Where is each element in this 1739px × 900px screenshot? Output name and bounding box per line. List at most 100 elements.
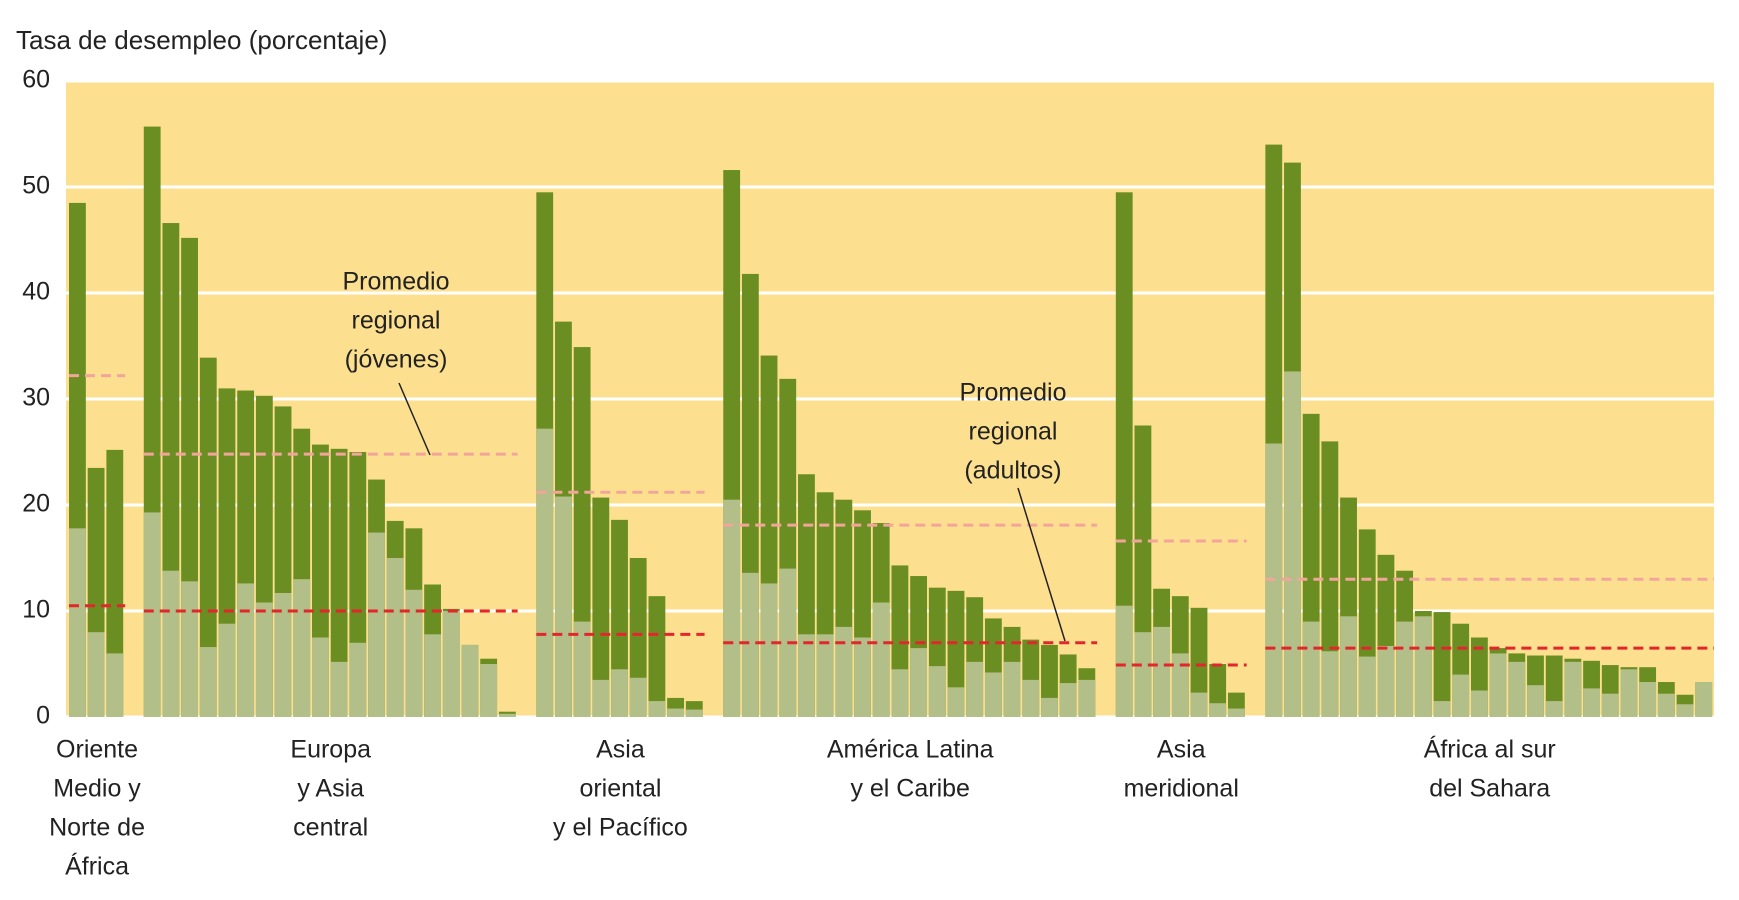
y-tick-label: 50	[22, 172, 50, 200]
adult-bar	[1302, 621, 1320, 717]
adult-bar	[330, 661, 348, 717]
group-label: del Sahara	[1429, 775, 1550, 803]
annotation: (jóvenes)	[345, 346, 448, 374]
adult-bar	[536, 428, 554, 717]
adult-bar	[424, 634, 441, 717]
group-label: Medio y	[53, 775, 141, 803]
group-label: Europa	[290, 736, 371, 764]
youth-bar	[947, 590, 965, 717]
adult-bar	[461, 644, 479, 717]
adult-bar	[1059, 683, 1077, 717]
adult-bar	[760, 583, 778, 717]
adult-bar	[1115, 605, 1133, 717]
adult-bar	[1695, 682, 1713, 717]
adult-bar	[293, 579, 311, 717]
adult-bar	[1601, 693, 1619, 717]
adult-bar	[480, 664, 498, 717]
adult-bar	[442, 611, 460, 717]
adult-bar	[891, 669, 909, 717]
adult-bar	[1377, 645, 1395, 717]
adult-bar	[854, 637, 871, 717]
adult-bar	[69, 528, 86, 717]
adult-bar	[1209, 703, 1227, 717]
adult-bar	[312, 637, 329, 717]
adult-bar	[1545, 701, 1563, 717]
adult-bar	[573, 621, 591, 717]
adult-bar	[1171, 653, 1189, 717]
adult-bar	[1358, 656, 1376, 717]
adult-bar	[1620, 669, 1638, 717]
adult-bar	[1078, 679, 1096, 717]
adult-bar	[741, 572, 759, 717]
y-tick-label: 30	[22, 384, 50, 412]
group-label: América Latina	[827, 736, 994, 764]
group-label: Oriente	[56, 736, 138, 764]
adult-bar	[611, 669, 628, 717]
adult-bar	[1676, 704, 1694, 717]
group-label: África al sur	[1424, 735, 1556, 764]
chart-title: Tasa de desempleo (porcentaje)	[16, 25, 387, 55]
adult-bar	[349, 642, 367, 717]
adult-bar	[592, 679, 610, 717]
adult-bar	[648, 701, 666, 717]
adult-bar	[910, 648, 928, 717]
group-label: Asia	[596, 736, 645, 764]
adult-bar	[667, 708, 685, 717]
annotation-leader	[1017, 487, 1066, 642]
adult-bar	[1452, 674, 1470, 717]
adult-bar	[928, 666, 946, 717]
adult-bar	[1153, 626, 1171, 717]
adult-bar	[816, 634, 834, 717]
adult-bar	[1583, 688, 1600, 717]
adult-bar	[872, 602, 890, 717]
group-label: Norte de	[49, 814, 145, 842]
adult-bar	[1433, 701, 1451, 717]
adult-bar	[966, 661, 984, 717]
adult-bar	[1321, 651, 1339, 717]
adult-bar	[835, 626, 853, 717]
adult-bar	[143, 512, 161, 717]
youth-bar	[592, 497, 610, 717]
adult-bar	[984, 672, 1002, 717]
annotation: Promedio	[343, 268, 450, 296]
adult-bar	[1134, 632, 1152, 717]
y-tick-label: 0	[36, 702, 50, 730]
youth-bar	[629, 558, 647, 717]
youth-bar	[199, 357, 217, 717]
annotation: regional	[352, 307, 441, 335]
adult-bar	[162, 570, 180, 717]
adult-bar	[1227, 708, 1245, 717]
adult-bar	[1639, 682, 1657, 717]
adult-bar	[386, 558, 404, 717]
adult-bar	[368, 532, 385, 717]
adult-bar	[106, 653, 124, 717]
group-label: y el Caribe	[850, 775, 970, 803]
adult-bar	[1396, 621, 1414, 717]
adult-bar	[1657, 693, 1675, 717]
adult-bar	[1470, 690, 1488, 717]
annotation: (adultos)	[964, 457, 1061, 485]
youth-bar	[330, 448, 348, 717]
y-tick-label: 40	[22, 278, 50, 306]
adult-bar	[798, 634, 815, 717]
adult-bar	[1041, 697, 1058, 717]
adult-bar	[1508, 661, 1526, 717]
adult-bar	[218, 623, 236, 717]
adult-bar	[498, 713, 516, 717]
adult-bar	[629, 677, 647, 717]
group-label: meridional	[1124, 775, 1239, 803]
adult-bar	[237, 583, 255, 717]
youth-bar	[1433, 612, 1451, 717]
youth-bar	[106, 449, 124, 717]
adult-bar	[255, 602, 273, 717]
y-tick-label: 20	[22, 490, 50, 518]
group-label: y Asia	[297, 775, 364, 803]
adult-bar	[1340, 616, 1357, 717]
adult-bar	[87, 632, 105, 717]
adult-bar	[1527, 685, 1544, 717]
adult-bar	[1190, 692, 1208, 717]
adult-bar	[1564, 661, 1582, 717]
group-label: central	[293, 814, 368, 842]
annotation: regional	[969, 418, 1058, 446]
